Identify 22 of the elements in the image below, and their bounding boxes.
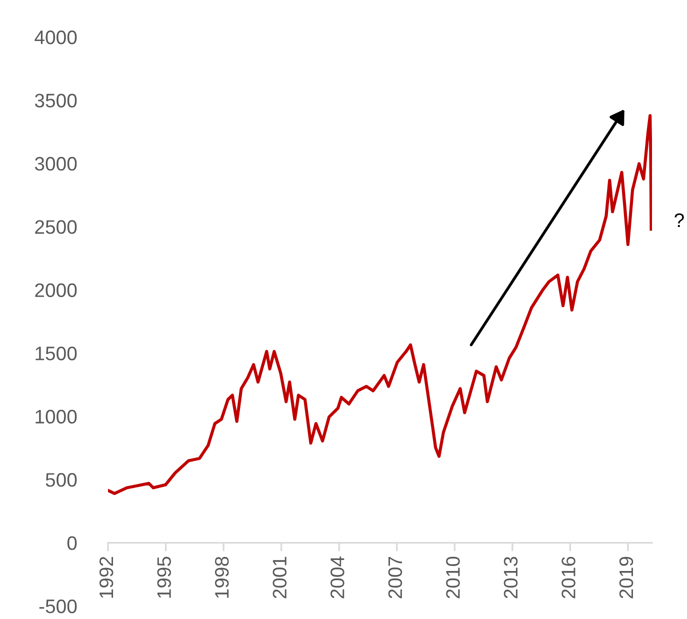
x-tick-label: 2019 xyxy=(619,556,634,598)
x-tick-label: 2016 xyxy=(562,556,576,598)
text: ? xyxy=(674,213,684,227)
y-tick-label: 4000 xyxy=(34,30,77,44)
x-tick-label: 1992 xyxy=(99,556,114,598)
y-tick-label: 3500 xyxy=(34,94,77,108)
y-tick-label: -500 xyxy=(39,599,77,614)
x-tick-label: 2010 xyxy=(446,556,460,598)
x-tick-label: 2007 xyxy=(388,556,402,598)
y-tick-label: 3000 xyxy=(34,156,77,171)
y-tick-label: 1000 xyxy=(36,410,77,424)
y-tick-label: 1500 xyxy=(36,346,77,360)
y-tick-label: 2000 xyxy=(35,283,77,298)
y-tick-label: 2500 xyxy=(35,220,77,234)
x-tick-label: 1995 xyxy=(157,556,171,598)
x-tick-label: 2004 xyxy=(330,556,344,598)
y-tick-label: 500 xyxy=(46,473,77,487)
line-series xyxy=(108,114,652,495)
x-tick-label: 2013 xyxy=(504,556,518,598)
x-tick-label: 1998 xyxy=(214,556,229,598)
y-tick-label: 0 xyxy=(67,536,77,550)
x-tick-label: 2001 xyxy=(272,556,287,598)
